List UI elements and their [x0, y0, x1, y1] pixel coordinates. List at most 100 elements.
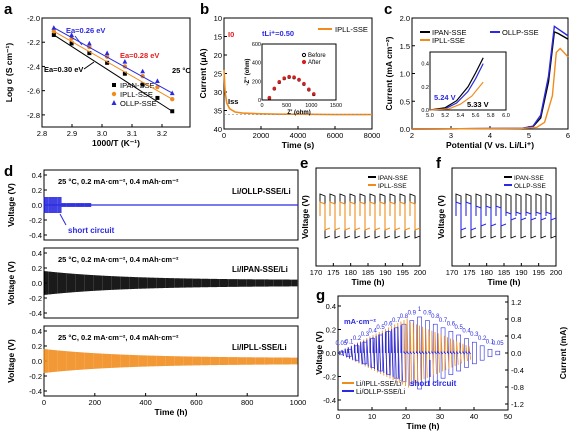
- current-step-label-g: 0.5: [376, 325, 385, 331]
- y-axis-label-b: Current (μA): [198, 48, 208, 98]
- y-tick-label-g: -0.4: [323, 396, 336, 405]
- voltage-trace-IPAN-SSE: [455, 193, 557, 239]
- inset-x-tick-c: 5.8: [487, 113, 495, 119]
- inset-y-tick-c: 0.2: [421, 85, 429, 91]
- x-axis-label-e: Time (h): [352, 277, 385, 287]
- inset-point-After: [287, 74, 291, 79]
- current-step-label-g: 0.3: [361, 332, 370, 338]
- legend-label-f: IPAN-SSE: [514, 175, 545, 182]
- tli-label-b: tLi⁺=0.50: [262, 29, 294, 38]
- x-tick-a-label: 2.8: [37, 129, 47, 138]
- point-IPAN-SSE: [51, 32, 56, 37]
- point-IPAN-SSE: [122, 71, 127, 76]
- y2-tick-label-g: -0.4: [511, 366, 524, 375]
- point-OLLP-SSE: [155, 78, 160, 83]
- panel-letter-c: c: [384, 1, 392, 18]
- x-tick-f-label: 180: [480, 268, 493, 277]
- current-step-label-g: 0.8: [431, 314, 440, 320]
- voltage-trace-OLLP-SSE: [455, 201, 557, 231]
- point-OLLP-SSE: [104, 50, 110, 56]
- current-unit-label-g: mA·cm⁻²: [344, 317, 376, 326]
- current-step-label-g: 0.8: [400, 314, 409, 320]
- x-tick-e-label: 170: [310, 268, 323, 277]
- y-tick-label-d: 0.0: [32, 357, 42, 366]
- point-IPLL-SSE: [51, 29, 57, 34]
- y-tick-label-d: 0.2: [32, 342, 42, 351]
- current-step-label-g: 0.2: [478, 336, 487, 342]
- legend-label-c: IPAN-SSE: [432, 28, 466, 37]
- current-step-label-g: 0.05: [336, 341, 348, 347]
- x-tick-c-label: 4: [488, 131, 492, 140]
- legend-label-e: IPAN-SSE: [378, 175, 409, 182]
- legend-label-a: IPLL-SSE: [120, 90, 153, 99]
- legend-label-f: OLLP-SSE: [514, 183, 546, 190]
- legend-label-a: OLLP-SSE: [120, 99, 157, 108]
- y2-tick-label-g: -0.8: [511, 383, 524, 392]
- x-tick-a-label: 3.1: [127, 129, 137, 138]
- x-axis-label-d: Time (h): [155, 407, 188, 417]
- i0-label-b: I0: [228, 30, 234, 39]
- inset-legend-marker-b: [301, 52, 307, 58]
- panel-letter-a: a: [4, 1, 13, 18]
- x-tick-c-label: 6: [566, 131, 570, 140]
- x-tick-e-label: 195: [396, 268, 409, 277]
- voltage-trace-Li/OLLP-SSE/Li: [341, 325, 471, 381]
- point-IPAN-SSE: [140, 82, 145, 87]
- inset-x-tick-b: 500: [282, 103, 291, 109]
- inset-point-After: [297, 77, 301, 82]
- panel-letter-e: e: [300, 155, 308, 172]
- y-tick-label-d: 0.2: [32, 186, 42, 195]
- y-tick-b-label: 40: [214, 125, 222, 134]
- inset-y-tick-c: 0.0: [421, 108, 429, 114]
- condition-label-d: 25 °C, 0.2 mA·cm⁻², 0.4 mAh·cm⁻²: [58, 255, 179, 264]
- point-OLLP-SSE: [122, 59, 128, 64]
- voltage-trace-d2: [43, 271, 298, 295]
- y-tick-c-label: 0.0: [400, 125, 410, 134]
- temperature-label-a: 25 °C: [172, 66, 191, 75]
- y-tick-b-label: 20: [214, 51, 222, 60]
- point-IPAN-SSE: [170, 109, 175, 114]
- x-tick-e-label: 200: [414, 268, 427, 277]
- current-step-label-g: 0.9: [408, 311, 417, 317]
- x-tick-f-label: 200: [550, 268, 563, 277]
- x-tick-b-label: 4000: [290, 131, 307, 140]
- x-tick-f-label: 185: [498, 268, 511, 277]
- inset-x-tick-c: 5.2: [441, 113, 449, 119]
- panel-letter-f: f: [436, 155, 442, 172]
- x-tick-e-label: 175: [327, 268, 340, 277]
- point-OLLP-SSE: [69, 32, 74, 37]
- inset-x-tick-c: 5.4: [457, 113, 465, 119]
- current-step-label-g: 0.6: [384, 321, 393, 327]
- x-tick-e-label: 185: [362, 268, 375, 277]
- legend-label-g: Li/OLLP-SSE/Li: [356, 389, 405, 396]
- x-tick-f-label: 175: [463, 268, 476, 277]
- inset-point-After: [292, 75, 296, 79]
- ea-pointer-ollp: [74, 35, 83, 46]
- x-tick-f-label: 170: [446, 268, 459, 277]
- y-axis-label-d: Voltage (V): [6, 339, 16, 383]
- x-tick-g-label: 10: [368, 412, 376, 421]
- x-axis-label-a: 1000/T (K⁻¹): [92, 138, 140, 148]
- current-step-g: [448, 331, 454, 375]
- x-tick-e-label: 190: [379, 268, 392, 277]
- x-tick-g-label: 20: [402, 412, 410, 421]
- y-tick-c-label: 1.0: [400, 70, 410, 79]
- y2-tick-label-g: -1.2: [511, 400, 524, 409]
- x-tick-f-label: 195: [532, 268, 545, 277]
- x-tick-b-label: 2000: [253, 131, 270, 140]
- point-IPAN-SSE: [69, 41, 74, 46]
- y-axis-label-a: Log σ (S cm⁻¹): [4, 43, 14, 103]
- current-step-label-g: 1: [418, 307, 422, 313]
- y-tick-b-label: 30: [214, 88, 222, 97]
- x-tick-b-label: 8000: [364, 131, 381, 140]
- x-tick-a-label: 3.2: [157, 129, 167, 138]
- y-tick-label-d: -0.2: [29, 216, 42, 225]
- legend-marker-a: [112, 83, 116, 87]
- current-step-label-g: 0.3: [470, 332, 479, 338]
- inset-x-label-b: Z' (ohm): [287, 110, 310, 116]
- y-tick-label-d: -0.4: [29, 387, 42, 396]
- x-tick-a-label: 2.9: [67, 129, 77, 138]
- point-OLLP-SSE: [86, 40, 92, 46]
- current-step-g: [487, 349, 493, 357]
